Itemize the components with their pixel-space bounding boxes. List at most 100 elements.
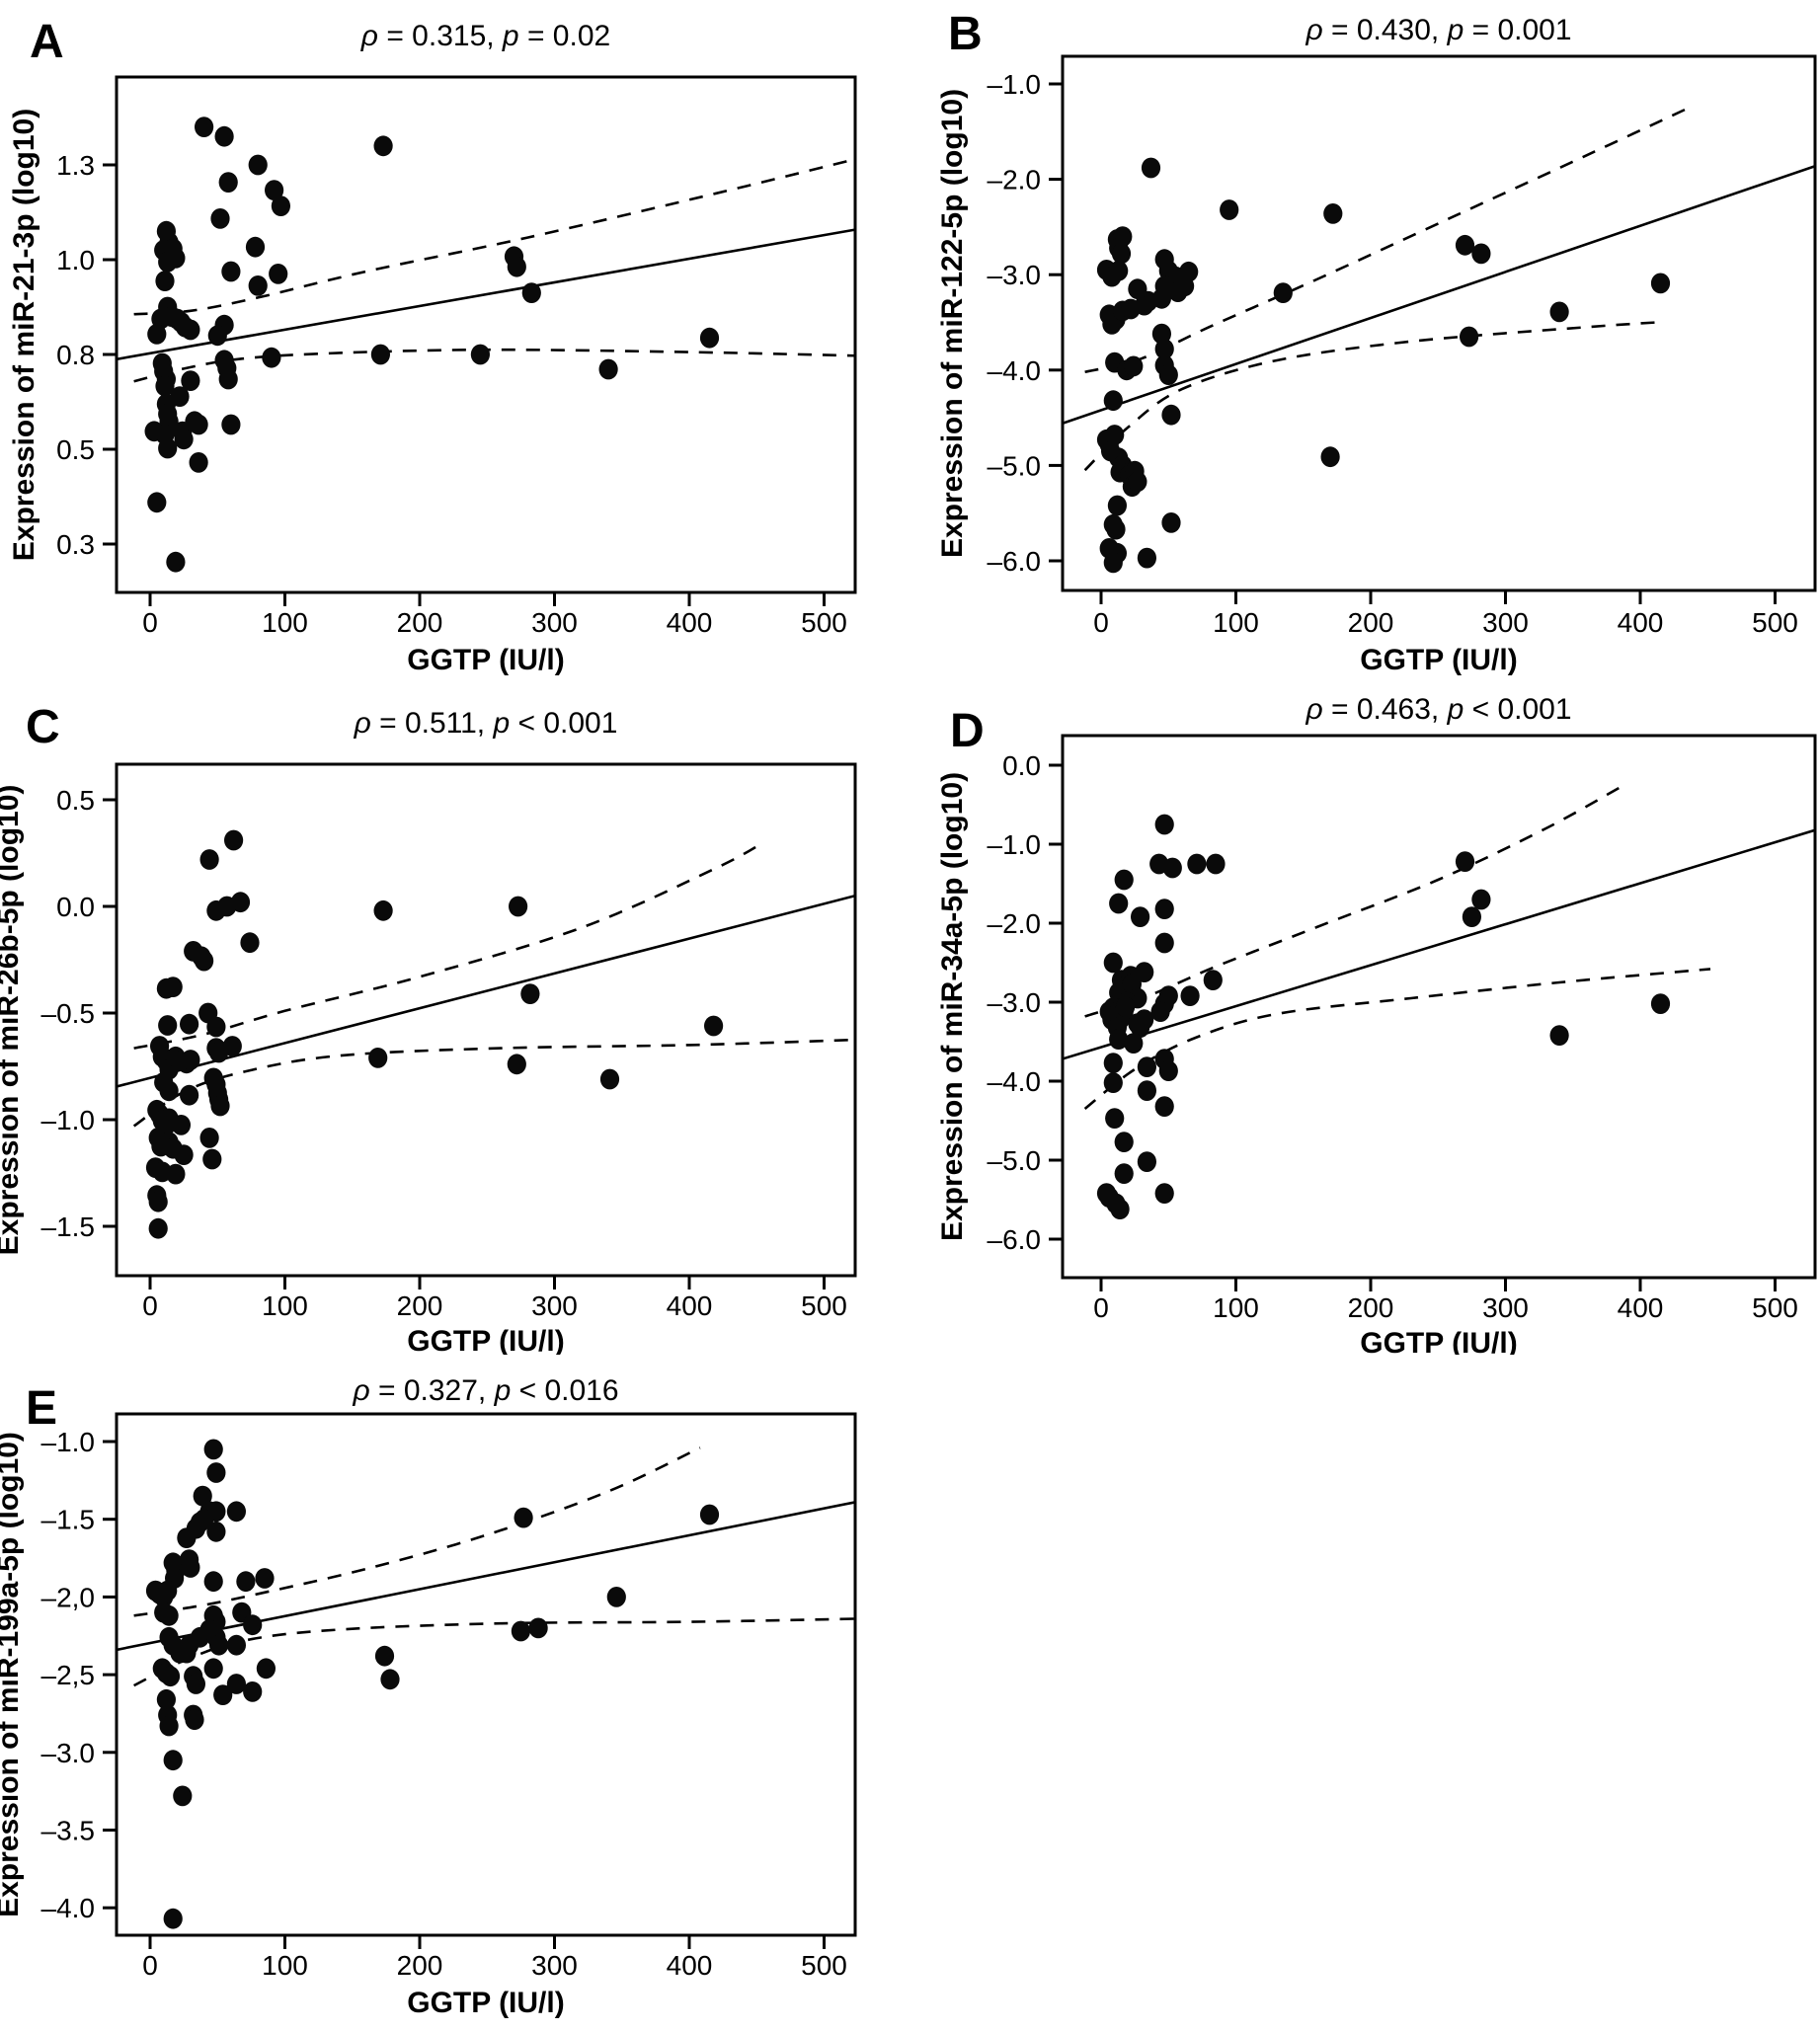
trend-lines-group <box>1063 786 1815 1111</box>
data-point <box>1203 970 1223 990</box>
data-point <box>181 370 200 391</box>
data-point <box>373 899 393 921</box>
rho-value: = 0.315, <box>378 20 503 52</box>
x-tick-label: 0 <box>142 1290 158 1321</box>
data-point <box>163 1750 183 1771</box>
data-point <box>155 271 175 291</box>
p-value: < 0.001 <box>1464 693 1571 726</box>
data-point <box>155 375 175 397</box>
data-point <box>1455 234 1475 256</box>
y-tick-label: –3.0 <box>988 987 1042 1018</box>
y-tick-label: 0.5 <box>56 434 95 465</box>
data-point <box>1273 282 1293 303</box>
rho-symbol: ρ <box>354 707 371 740</box>
data-point <box>158 437 178 459</box>
y-axis-label: Expression of miR-122-5p (log10) <box>936 89 969 558</box>
chart-panel-a: 0 100 200 300 400 500 1.3 1.0 0.8 0.5 0.3 ρ = 0.315… <box>0 0 909 677</box>
plot-frame <box>115 762 857 1278</box>
ci-lower-line <box>132 1038 855 1128</box>
data-point <box>147 324 167 345</box>
y-axis-label: Expression of miR-34a-5p (log10) <box>936 772 969 1241</box>
ci-upper-line <box>1084 107 1690 373</box>
x-tick-label: 300 <box>531 1290 578 1321</box>
data-point <box>1161 404 1181 426</box>
x-tick-label: 200 <box>397 1950 443 1981</box>
chart-title: ρ = 0.511, p < 0.001 <box>354 707 618 740</box>
data-point <box>243 1681 263 1702</box>
data-point <box>166 1163 186 1185</box>
data-point <box>374 1645 395 1667</box>
rho-symbol: ρ <box>360 20 378 52</box>
data-point <box>189 414 208 435</box>
chart-title: ρ = 0.430, p = 0.001 <box>1305 14 1571 46</box>
p-symbol: p <box>502 20 519 52</box>
data-point <box>148 1191 168 1212</box>
data-point <box>1150 1001 1170 1022</box>
data-point <box>218 368 238 390</box>
data-point <box>221 414 241 435</box>
data-point <box>1187 853 1207 875</box>
data-point <box>195 1509 214 1530</box>
data-point <box>1154 814 1174 835</box>
data-point <box>221 261 241 282</box>
data-point <box>1105 425 1125 445</box>
y-axis-label: Expression of miR-26b-5p (log10) <box>0 785 25 1256</box>
ci-lower-line <box>1083 321 1657 472</box>
x-tick-label: 100 <box>262 1290 308 1321</box>
data-point <box>189 452 208 473</box>
data-point <box>1137 1080 1156 1101</box>
regression-line <box>117 228 855 361</box>
data-point <box>147 492 167 513</box>
x-tick-label: 300 <box>1482 1292 1529 1323</box>
data-point <box>226 1501 246 1523</box>
data-point <box>206 1521 226 1542</box>
data-point <box>521 282 541 303</box>
data-point <box>199 1128 219 1148</box>
data-point <box>202 1148 222 1170</box>
data-point <box>1103 952 1123 974</box>
y-tick-label: –2,5 <box>41 1660 96 1690</box>
rho-symbol: ρ <box>352 1374 369 1407</box>
trend-lines-group <box>1063 107 1815 472</box>
chart-e: 0 100 200 300 400 500 –1.0 –1.5 –2,0 –2,5 –3.0 –3.5… <box>0 1374 857 2019</box>
data-point <box>203 1439 223 1460</box>
data-point <box>507 256 526 277</box>
plot-frame <box>1061 734 1817 1280</box>
data-point <box>185 1709 204 1731</box>
data-point <box>1162 857 1182 879</box>
p-symbol: p <box>492 707 510 740</box>
ci-upper-line <box>133 841 764 1050</box>
data-point <box>203 1571 223 1593</box>
data-point <box>171 1115 191 1135</box>
x-axis-label: GGTP (IU/l) <box>407 1325 564 1355</box>
data-point <box>1137 1056 1156 1077</box>
y-tick-label: –1.0 <box>41 1105 96 1135</box>
y-axis-label: Expression of miR-199a-5p (log10) <box>0 1432 25 1917</box>
x-tick-label: 200 <box>1348 1292 1394 1323</box>
x-tick-label: 200 <box>397 1290 443 1321</box>
data-point <box>1107 495 1127 516</box>
panel-label: D <box>950 705 985 757</box>
x-tick-label: 500 <box>801 1950 847 1981</box>
data-point <box>248 154 268 176</box>
y-tick-label: –3.0 <box>988 260 1042 290</box>
data-point <box>265 180 284 201</box>
scatter-points-group <box>1096 157 1671 574</box>
data-point <box>1154 1096 1174 1117</box>
chart-panel-d: 0 100 200 300 400 500 0.0 –1.0 –2.0 –3.0 –4.0 –5.0 –… <box>909 677 1820 1355</box>
data-point <box>1106 1193 1126 1214</box>
y-tick-label: –3.0 <box>41 1738 96 1768</box>
ci-lower-line <box>133 1617 855 1687</box>
y-tick-label: –2.0 <box>988 908 1042 939</box>
chart-title: ρ = 0.315, p = 0.02 <box>360 20 610 52</box>
data-point <box>1151 287 1171 309</box>
data-point <box>1141 157 1161 179</box>
data-point <box>606 1587 626 1607</box>
data-point <box>1114 1132 1134 1152</box>
data-point <box>210 208 230 229</box>
data-point <box>177 1527 197 1548</box>
data-point <box>699 1504 720 1525</box>
data-point <box>148 1217 168 1239</box>
data-point <box>262 347 281 368</box>
ci-upper-line <box>133 157 855 316</box>
